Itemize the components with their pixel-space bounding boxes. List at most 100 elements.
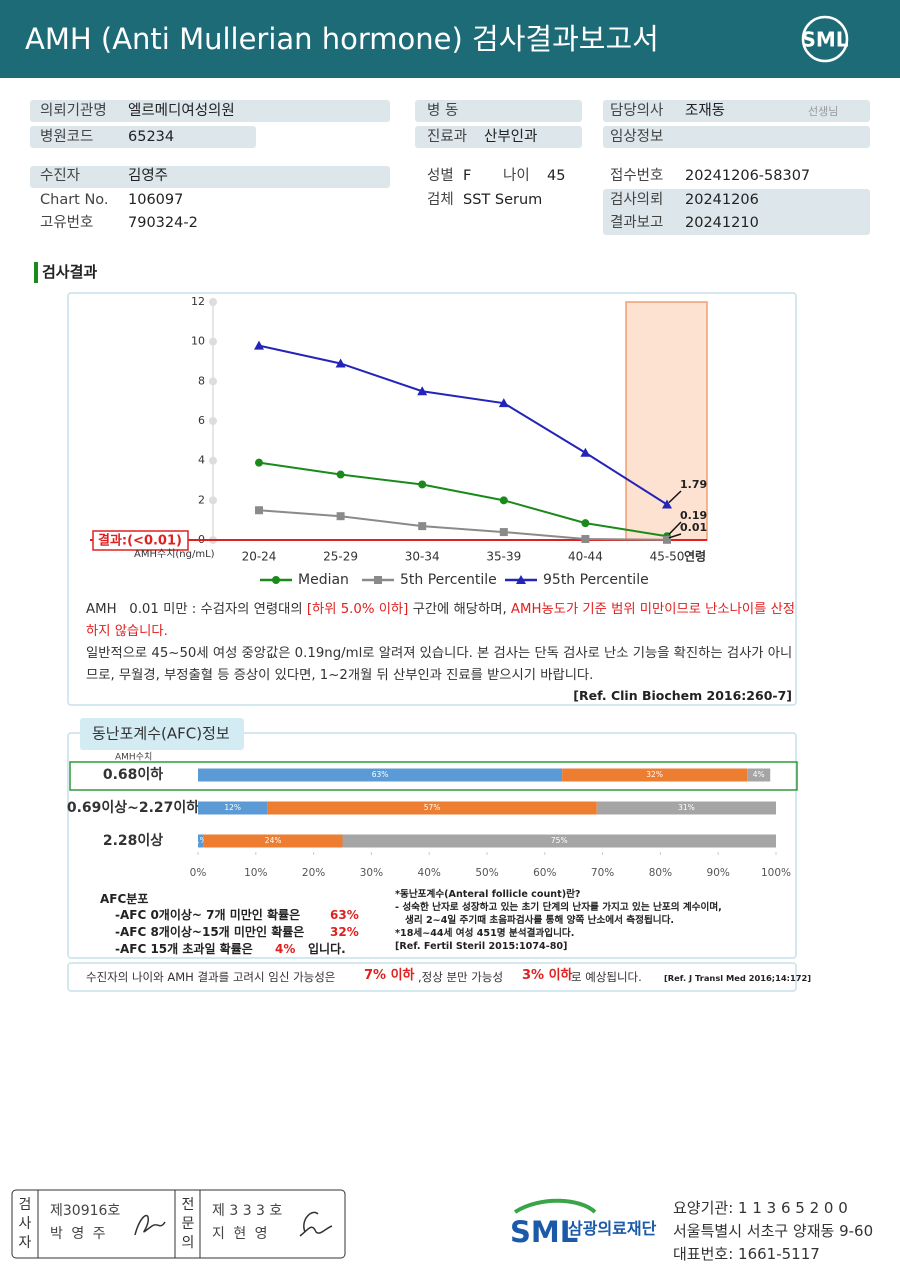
afc-note: - 성숙한 난자로 성장하고 있는 초기 단계의 난자를 가지고 있는 난포의 …	[395, 902, 722, 913]
chart-title: 동난포계수(AFC)정보	[92, 725, 230, 743]
afc-pct: 4%	[275, 942, 296, 956]
interpretation-p2: 일반적으로 45~50세 여성 중앙값은 0.19ng/ml로 알려져 있습니다…	[86, 646, 793, 683]
signature-box	[11, 1189, 346, 1259]
interpretation-segment: [하위 5.0% 이하]	[306, 602, 409, 617]
x-tick-label: 40-44	[568, 550, 603, 564]
point	[255, 458, 263, 467]
field-label: Chart No.	[40, 192, 109, 208]
legend-marker	[272, 576, 280, 584]
bar-label: 4%	[753, 770, 765, 779]
field-value: 20241210	[685, 215, 759, 231]
signature-license: 제 3 3 3 호	[212, 1203, 283, 1219]
y-axis-label: AMH수치(ng/mL)	[134, 548, 215, 560]
bar-label: 57%	[424, 803, 441, 812]
legend-label: Median	[298, 572, 349, 588]
x-tick-label: 30-34	[405, 550, 440, 564]
y-tick	[209, 456, 217, 465]
bar-segment	[198, 768, 563, 782]
afc-item: -AFC 0개이상~ 7개 미만인 확률은	[115, 908, 301, 922]
row-highlight	[69, 761, 798, 791]
bar-label: 32%	[646, 770, 663, 779]
field-value: 20241206-58307	[685, 168, 811, 184]
field-value: SST Serum	[463, 192, 543, 208]
x-tick-label: 35-39	[486, 550, 521, 564]
point	[581, 535, 590, 544]
signature-name: 박 영 주	[50, 1226, 108, 1242]
series-line	[258, 461, 668, 538]
field-label: 성별	[427, 168, 454, 184]
field-value: 엘르메디여성의원	[128, 103, 235, 119]
y-tick	[209, 377, 217, 386]
point	[336, 512, 345, 521]
field-label: 수진자	[40, 168, 81, 184]
org-logo: SML	[510, 1215, 578, 1249]
afc-box	[67, 732, 797, 959]
y-tick-label: 6	[198, 414, 205, 427]
field-bars	[30, 100, 870, 235]
bar-segment	[342, 834, 776, 848]
y-tick	[209, 337, 217, 346]
x-tick-label: 45-50	[650, 550, 685, 564]
field-label: 검체	[427, 192, 454, 208]
bar-segment	[198, 834, 204, 848]
signature-role: 전문의	[181, 1197, 195, 1251]
x-tick-label: 25-29	[323, 550, 358, 564]
field-value: 790324-2	[128, 215, 198, 231]
field-value: 65234	[128, 129, 175, 145]
result-label: 결과:(<0.01)	[98, 533, 182, 549]
interpretation-segment: AMH농도가 기준 범위 미만이므로 난소나이를 산정하지 않습니다.	[86, 602, 796, 639]
series-line	[258, 509, 668, 541]
field-value: 조재동	[685, 103, 726, 119]
signature-license: 제30916호	[50, 1203, 121, 1219]
header-bar	[0, 0, 900, 78]
point	[662, 499, 672, 509]
header-logo: SML	[801, 28, 848, 52]
point	[498, 398, 509, 408]
x-tick-label: 20%	[302, 867, 325, 879]
address: 서울특별시 서초구 양재동 9-60	[673, 1222, 874, 1240]
bar-segment	[596, 801, 776, 815]
afc-note: *18세~44세 여성 451명 분석결과입니다.	[395, 928, 575, 939]
afc-note: 생리 2~4일 주기때 초음파검사를 통해 양쪽 난소에서 측정됩니다.	[405, 915, 675, 926]
point	[417, 386, 428, 396]
point	[254, 340, 264, 350]
field-label: 병원코드	[40, 129, 94, 145]
point	[499, 496, 508, 505]
category-label: 0.69이상~2.27이하	[67, 799, 199, 816]
field-suffix: 선생님	[808, 105, 839, 118]
interpretation-segment: 구간에 해당하며,	[408, 602, 511, 617]
legend-label: 5th Percentile	[400, 572, 497, 588]
field-label: 진료과	[427, 129, 468, 145]
outcome-box	[67, 962, 797, 992]
outcome-middle: ,정상 분만 가능성	[418, 970, 504, 984]
afc-tab	[80, 718, 244, 750]
point	[418, 480, 427, 489]
legend-label: 95th Percentile	[543, 572, 649, 588]
result-box	[92, 530, 189, 551]
bar-segment	[562, 768, 748, 782]
field-label: 고유번호	[40, 215, 94, 231]
label-leader	[668, 533, 682, 539]
field-label: 임상정보	[610, 129, 664, 145]
bar-label: 24%	[265, 836, 282, 845]
section-marker	[34, 262, 38, 283]
x-tick-label: 10%	[244, 867, 267, 879]
afc-note: *동난포계수(Anteral follicle count)란?	[395, 889, 581, 900]
logo-ring	[801, 15, 849, 63]
afc-item: -AFC 8개이상~15개 미만인 확률은	[115, 925, 305, 939]
point	[581, 519, 590, 528]
x-tick-label: 70%	[591, 867, 614, 879]
outcome-tail: 로 예상됩니다.	[571, 970, 642, 984]
y-tick	[209, 496, 217, 505]
outcome-delivery: 3% 이하	[522, 968, 573, 983]
y-axis-label: AMH수치	[115, 751, 152, 763]
logo-swoosh	[513, 1198, 597, 1214]
bar-label: 31%	[678, 803, 695, 812]
y-tick-label: 4	[198, 454, 205, 467]
afc-suffix: 입니다.	[308, 942, 346, 956]
x-tick-label: 80%	[649, 867, 672, 879]
point	[336, 470, 345, 479]
report-title: AMH (Anti Mullerian hormone) 검사결과보고서	[25, 22, 659, 56]
